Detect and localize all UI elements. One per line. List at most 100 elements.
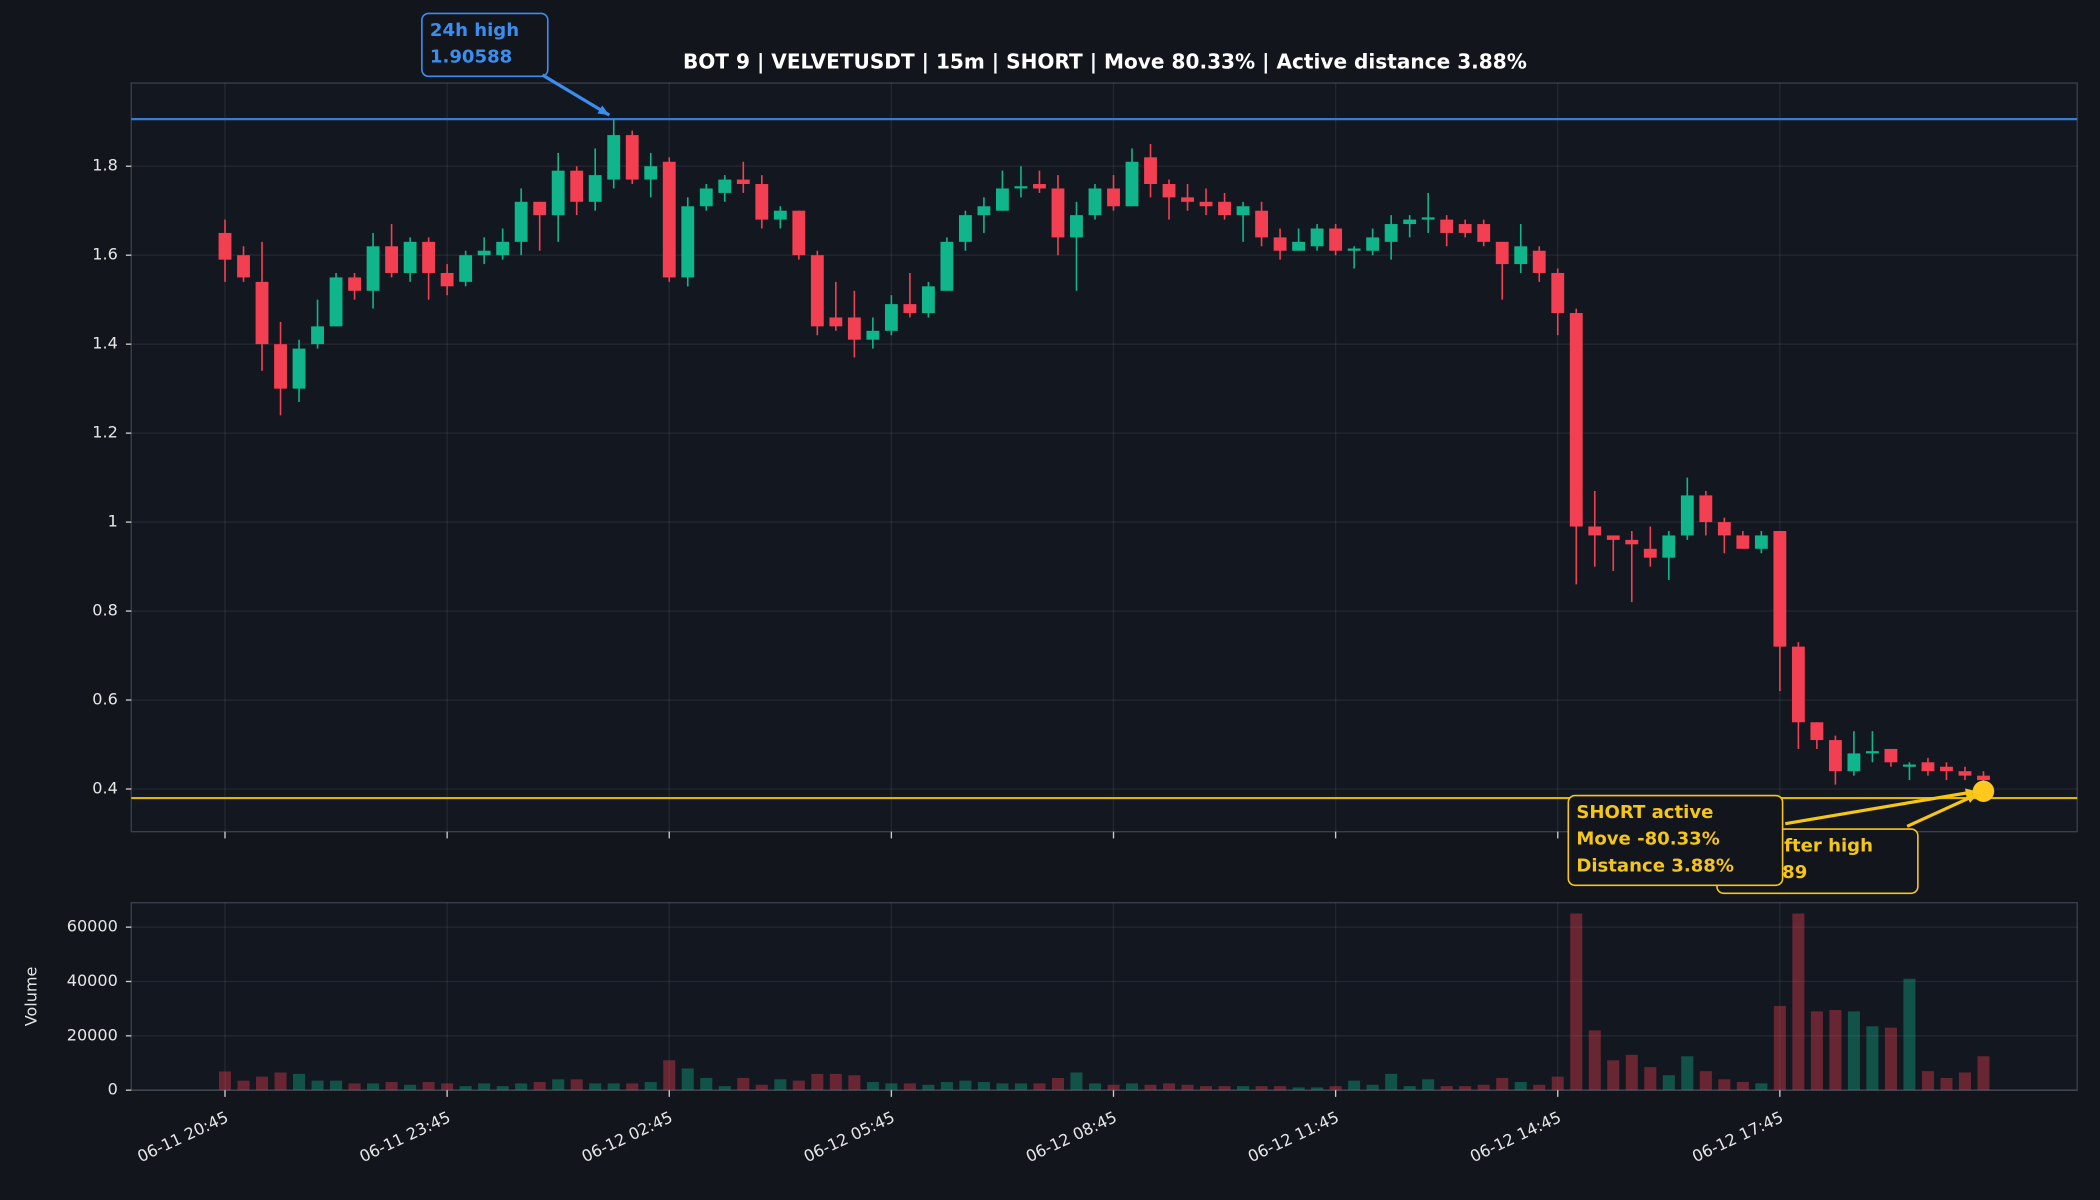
candle-body bbox=[681, 206, 695, 278]
y-tick-label: 0.6 bbox=[92, 690, 118, 709]
annotation-box bbox=[1567, 794, 1784, 887]
volume-bar bbox=[755, 1084, 768, 1091]
volume-bar bbox=[1255, 1086, 1268, 1091]
volume-bar bbox=[496, 1086, 509, 1091]
volume-bar bbox=[274, 1072, 287, 1091]
volume-bar bbox=[1385, 1073, 1398, 1091]
volume-bar bbox=[404, 1084, 417, 1091]
candle-body bbox=[292, 348, 306, 389]
volume-bar bbox=[940, 1082, 953, 1091]
candle-body bbox=[1717, 522, 1731, 536]
candle-body bbox=[1588, 526, 1602, 536]
y-tick-label: 1.8 bbox=[92, 156, 118, 175]
volume-bar bbox=[811, 1073, 824, 1091]
volume-bar bbox=[977, 1082, 990, 1091]
candle-body bbox=[1014, 186, 1028, 189]
volume-bar bbox=[607, 1083, 620, 1091]
annotation-arrow bbox=[1906, 792, 1979, 828]
volume-bar bbox=[1847, 1011, 1860, 1091]
volume-bar bbox=[1736, 1082, 1749, 1091]
candle-body bbox=[1458, 224, 1472, 233]
candle-body bbox=[1903, 764, 1916, 767]
candle-body bbox=[274, 344, 287, 389]
volume-bar bbox=[1773, 1005, 1786, 1091]
candle-body bbox=[1958, 771, 1972, 776]
candle-body bbox=[1810, 722, 1824, 741]
candle-body bbox=[1625, 539, 1639, 545]
candle-body bbox=[884, 304, 898, 331]
candle-body bbox=[1532, 250, 1546, 273]
volume-bar bbox=[1033, 1083, 1046, 1091]
y-tick-label: 1 bbox=[108, 512, 118, 531]
volume-bar bbox=[866, 1082, 879, 1091]
volume-bar bbox=[515, 1083, 528, 1091]
volume-bar bbox=[1459, 1086, 1472, 1091]
candle-body bbox=[1403, 219, 1417, 225]
volume-bar bbox=[1644, 1067, 1657, 1091]
volume-bar bbox=[1163, 1083, 1176, 1091]
volume-bar bbox=[385, 1082, 398, 1091]
candle-body bbox=[996, 188, 1009, 211]
volume-bar bbox=[1699, 1071, 1712, 1091]
candle-body bbox=[1754, 535, 1768, 549]
y-tick-label: 0 bbox=[108, 1080, 118, 1099]
volume-bar bbox=[589, 1083, 602, 1091]
candle-body bbox=[1051, 188, 1065, 238]
annotation-text: Move -80.33% bbox=[1576, 829, 1720, 850]
volume-bar bbox=[663, 1060, 676, 1091]
volume-bar bbox=[1051, 1077, 1064, 1091]
volume-bar bbox=[959, 1080, 972, 1091]
candle-body bbox=[1273, 237, 1287, 251]
candle-body bbox=[866, 330, 880, 340]
volume-bar bbox=[1921, 1071, 1934, 1091]
volume-bar bbox=[1958, 1072, 1971, 1091]
candle-body bbox=[1236, 206, 1250, 216]
candle-body bbox=[459, 255, 473, 282]
candle-body bbox=[755, 184, 769, 220]
candle-body bbox=[625, 135, 639, 180]
candle-body bbox=[514, 201, 528, 242]
candle-body bbox=[477, 250, 491, 256]
volume-bar bbox=[996, 1083, 1009, 1091]
price-panel bbox=[130, 82, 2078, 833]
volume-bar bbox=[552, 1079, 565, 1091]
volume-bar bbox=[737, 1077, 750, 1091]
annotation-text: 24h high bbox=[430, 20, 519, 41]
volume-bar bbox=[1200, 1086, 1213, 1091]
y-tick-label: 0.4 bbox=[92, 778, 118, 797]
volume-bar bbox=[1810, 1011, 1823, 1091]
candle-body bbox=[773, 210, 787, 220]
volume-bar bbox=[1311, 1087, 1324, 1091]
volume-bar bbox=[1662, 1075, 1675, 1091]
candle-body bbox=[255, 281, 269, 345]
candle-body bbox=[1255, 210, 1269, 238]
volume-bar bbox=[792, 1080, 805, 1091]
candle-body bbox=[1477, 224, 1491, 242]
candle-body bbox=[718, 179, 732, 193]
candle-body bbox=[1680, 495, 1694, 536]
volume-bar bbox=[1551, 1076, 1564, 1091]
candle-body bbox=[551, 170, 565, 216]
candle-body bbox=[1514, 246, 1528, 265]
candle-body bbox=[533, 201, 547, 216]
candle-body bbox=[1366, 237, 1380, 251]
candle-body bbox=[1125, 161, 1139, 207]
volume-bar bbox=[1070, 1072, 1083, 1091]
volume-bar bbox=[1088, 1083, 1102, 1091]
candle-body bbox=[1606, 535, 1620, 540]
candle-body bbox=[1791, 646, 1805, 723]
candle-body bbox=[792, 210, 806, 256]
volume-bar bbox=[1884, 1027, 1897, 1091]
volume-bar bbox=[1403, 1086, 1416, 1091]
candle-body bbox=[1199, 201, 1213, 207]
volume-bar bbox=[829, 1073, 842, 1091]
y-tick-label: 0.8 bbox=[92, 601, 118, 620]
candle-body bbox=[1329, 228, 1343, 251]
volume-bar bbox=[1422, 1079, 1435, 1091]
volume-bar bbox=[848, 1075, 861, 1091]
candle-body bbox=[496, 241, 510, 256]
candle-body bbox=[1310, 228, 1324, 247]
candle-body bbox=[329, 277, 343, 327]
volume-bar bbox=[1755, 1083, 1768, 1091]
candle-body bbox=[1440, 219, 1454, 233]
